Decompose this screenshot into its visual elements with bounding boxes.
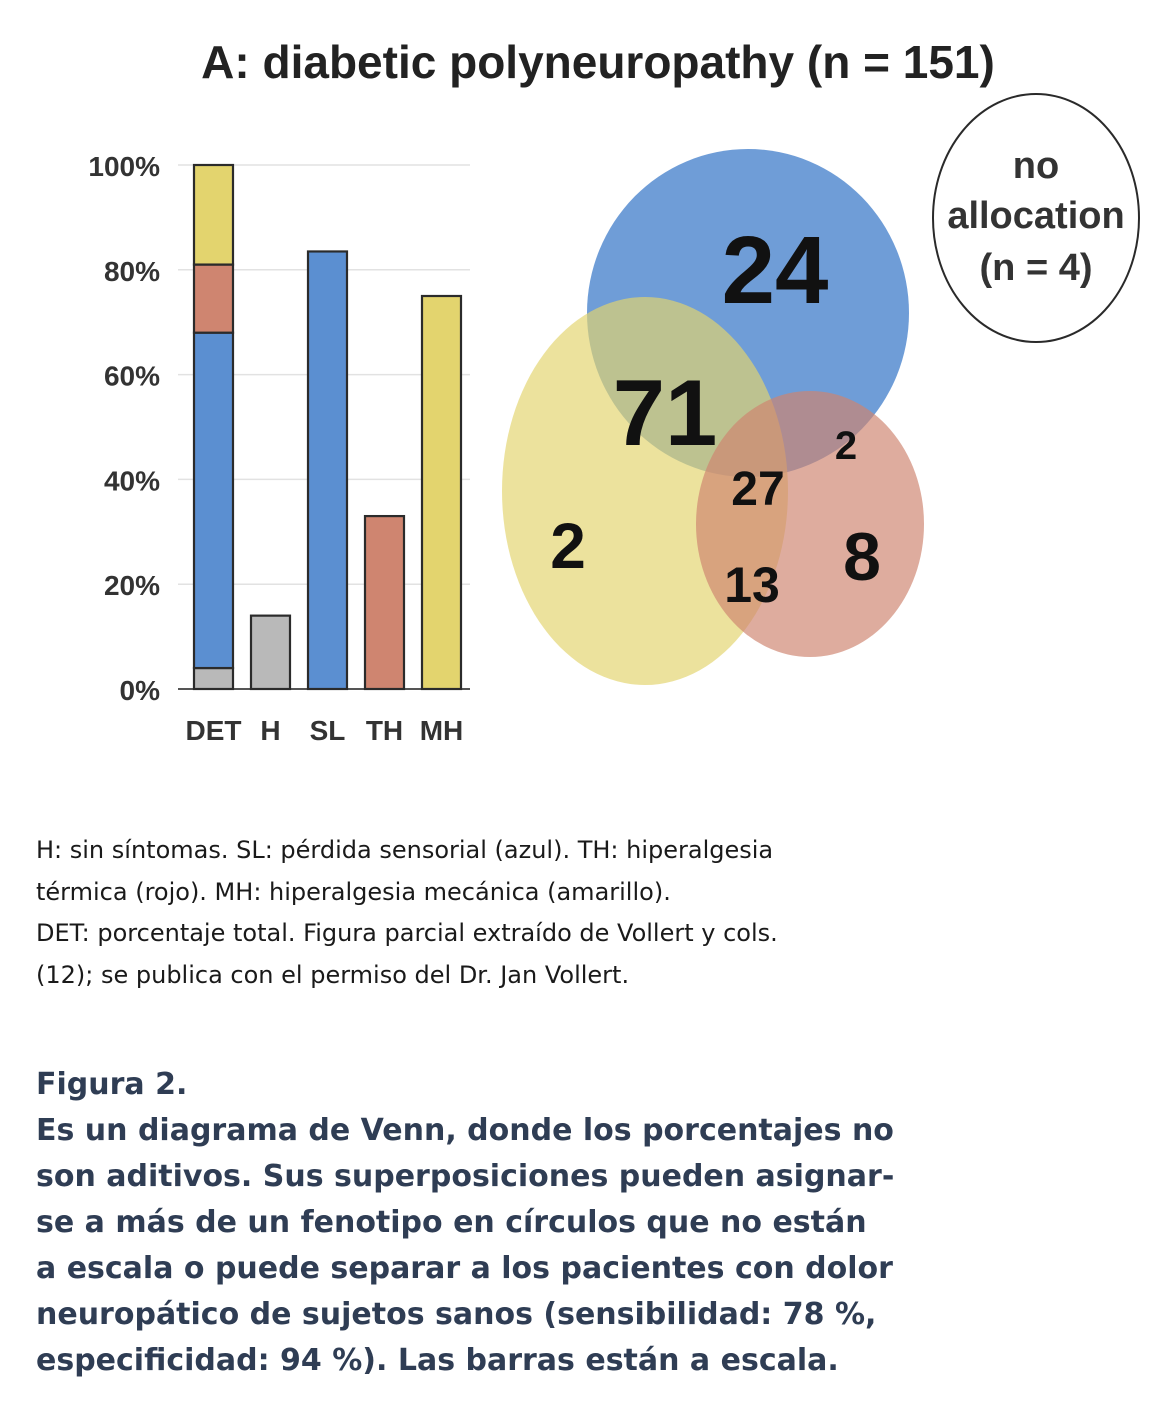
bar-th-segment-th — [363, 514, 406, 691]
x-tick-label: SL — [310, 715, 346, 746]
venn-circle-th — [696, 391, 924, 657]
bar-h-segment-h — [249, 614, 292, 691]
figure-description-line: a escala o puede separar a los pacientes… — [36, 1251, 893, 1286]
chart-title: A: diabetic polyneuropathy (n = 151) — [201, 36, 995, 88]
venn-label-sl-mh: 71 — [613, 360, 718, 465]
caption-line: DET: porcentaje total. Figura parcial ex… — [36, 919, 778, 947]
y-tick-label: 0% — [120, 675, 161, 706]
bar-det-segment-th — [192, 263, 235, 334]
x-tick-label: H — [260, 715, 280, 746]
no-allocation-line-3: (n = 4) — [980, 247, 1093, 289]
bar-sl-segment-sl — [306, 250, 349, 691]
bar-det-segment-sl — [192, 331, 235, 670]
venn-label-th-only: 8 — [843, 519, 881, 595]
figure-chart: A: diabetic polyneuropathy (n = 151) 0% 2… — [88, 36, 1140, 746]
bar-chart-bars — [192, 163, 463, 691]
figure-description-line: Es un diagrama de Venn, donde los porcen… — [36, 1113, 894, 1148]
no-allocation-line-2: allocation — [947, 195, 1124, 237]
venn-label-mh-only: 2 — [550, 510, 586, 582]
caption-line: (12); se publica con el permiso del Dr. … — [36, 960, 630, 989]
figure-description-line: se a más de un fenotipo en círculos que … — [36, 1205, 867, 1240]
no-allocation-line-1: no — [1013, 145, 1059, 187]
x-tick-label: MH — [420, 715, 464, 746]
figure-description-line: son aditivos. Sus superposiciones pueden… — [36, 1159, 895, 1194]
bar-det-segment-h — [192, 666, 235, 691]
venn-label-all-three: 27 — [731, 463, 784, 516]
venn-diagram: 24 71 2 27 2 13 8 no allocation (n = 4) — [502, 93, 1140, 685]
y-tick-label: 20% — [104, 570, 160, 601]
y-tick-label: 60% — [104, 361, 160, 392]
venn-label-sl-only: 24 — [722, 217, 829, 324]
figure-description: Figura 2. Es un diagrama de Venn, donde … — [36, 1062, 895, 1384]
figure-heading: Figura 2. — [36, 1067, 188, 1102]
y-tick-label: 100% — [88, 151, 160, 182]
figure-description-line: neuropático de sujetos sanos (sensibilid… — [36, 1297, 877, 1332]
x-tick-label: DET — [186, 715, 242, 746]
bar-det-segment-mh — [192, 163, 235, 266]
x-tick-label: TH — [366, 715, 403, 746]
y-tick-label: 40% — [104, 465, 160, 496]
venn-label-mh-th: 13 — [724, 557, 780, 613]
caption-line: H: sin síntomas. SL: pérdida sensorial (… — [36, 836, 774, 864]
figure-caption: H: sin síntomas. SL: pérdida sensorial (… — [36, 830, 856, 996]
bar-mh-segment-mh — [420, 294, 463, 691]
no-allocation-ellipse — [932, 93, 1140, 343]
figure-description-line: especificidad: 94 %). Las barras están a… — [36, 1343, 839, 1378]
y-tick-label: 80% — [104, 256, 160, 287]
caption-line: térmica (rojo). MH: hiperalgesia mecánic… — [36, 877, 671, 906]
venn-label-sl-th: 2 — [835, 424, 857, 468]
